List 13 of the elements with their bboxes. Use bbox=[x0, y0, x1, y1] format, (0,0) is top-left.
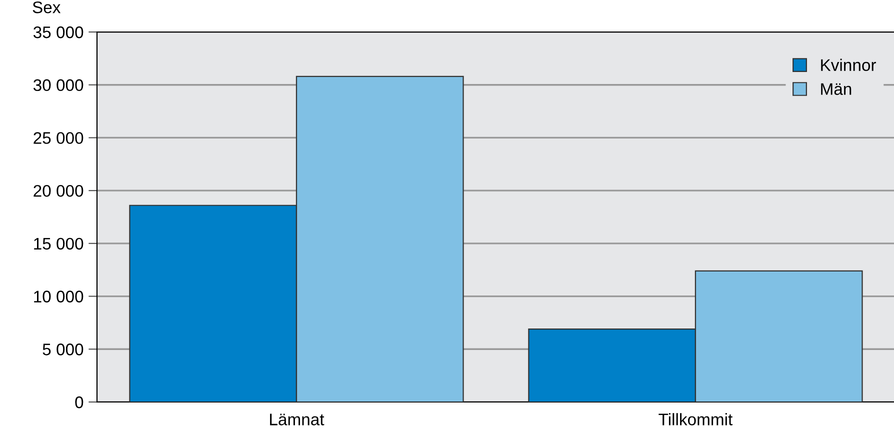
y-tick-label: 20 000 bbox=[34, 184, 84, 197]
y-tick-label: 0 bbox=[75, 396, 84, 408]
y-tick-label: 30 000 bbox=[33, 79, 84, 92]
y-tick-label: 5 000 bbox=[42, 344, 84, 356]
y-tick-label: 35 000 bbox=[33, 26, 84, 38]
y-tick-label: 15 000 bbox=[34, 238, 84, 250]
x-tick-label: Lämnat bbox=[270, 414, 324, 426]
legend-label: Kvinnor bbox=[821, 58, 876, 71]
y-tick-label: 10 000 bbox=[34, 290, 84, 302]
legend-label: Män bbox=[821, 83, 852, 95]
y-axis-title: Sex bbox=[32, 1, 61, 14]
y-tick-label: 25 000 bbox=[34, 132, 84, 144]
x-tick-label: Tillkommit bbox=[658, 413, 733, 426]
